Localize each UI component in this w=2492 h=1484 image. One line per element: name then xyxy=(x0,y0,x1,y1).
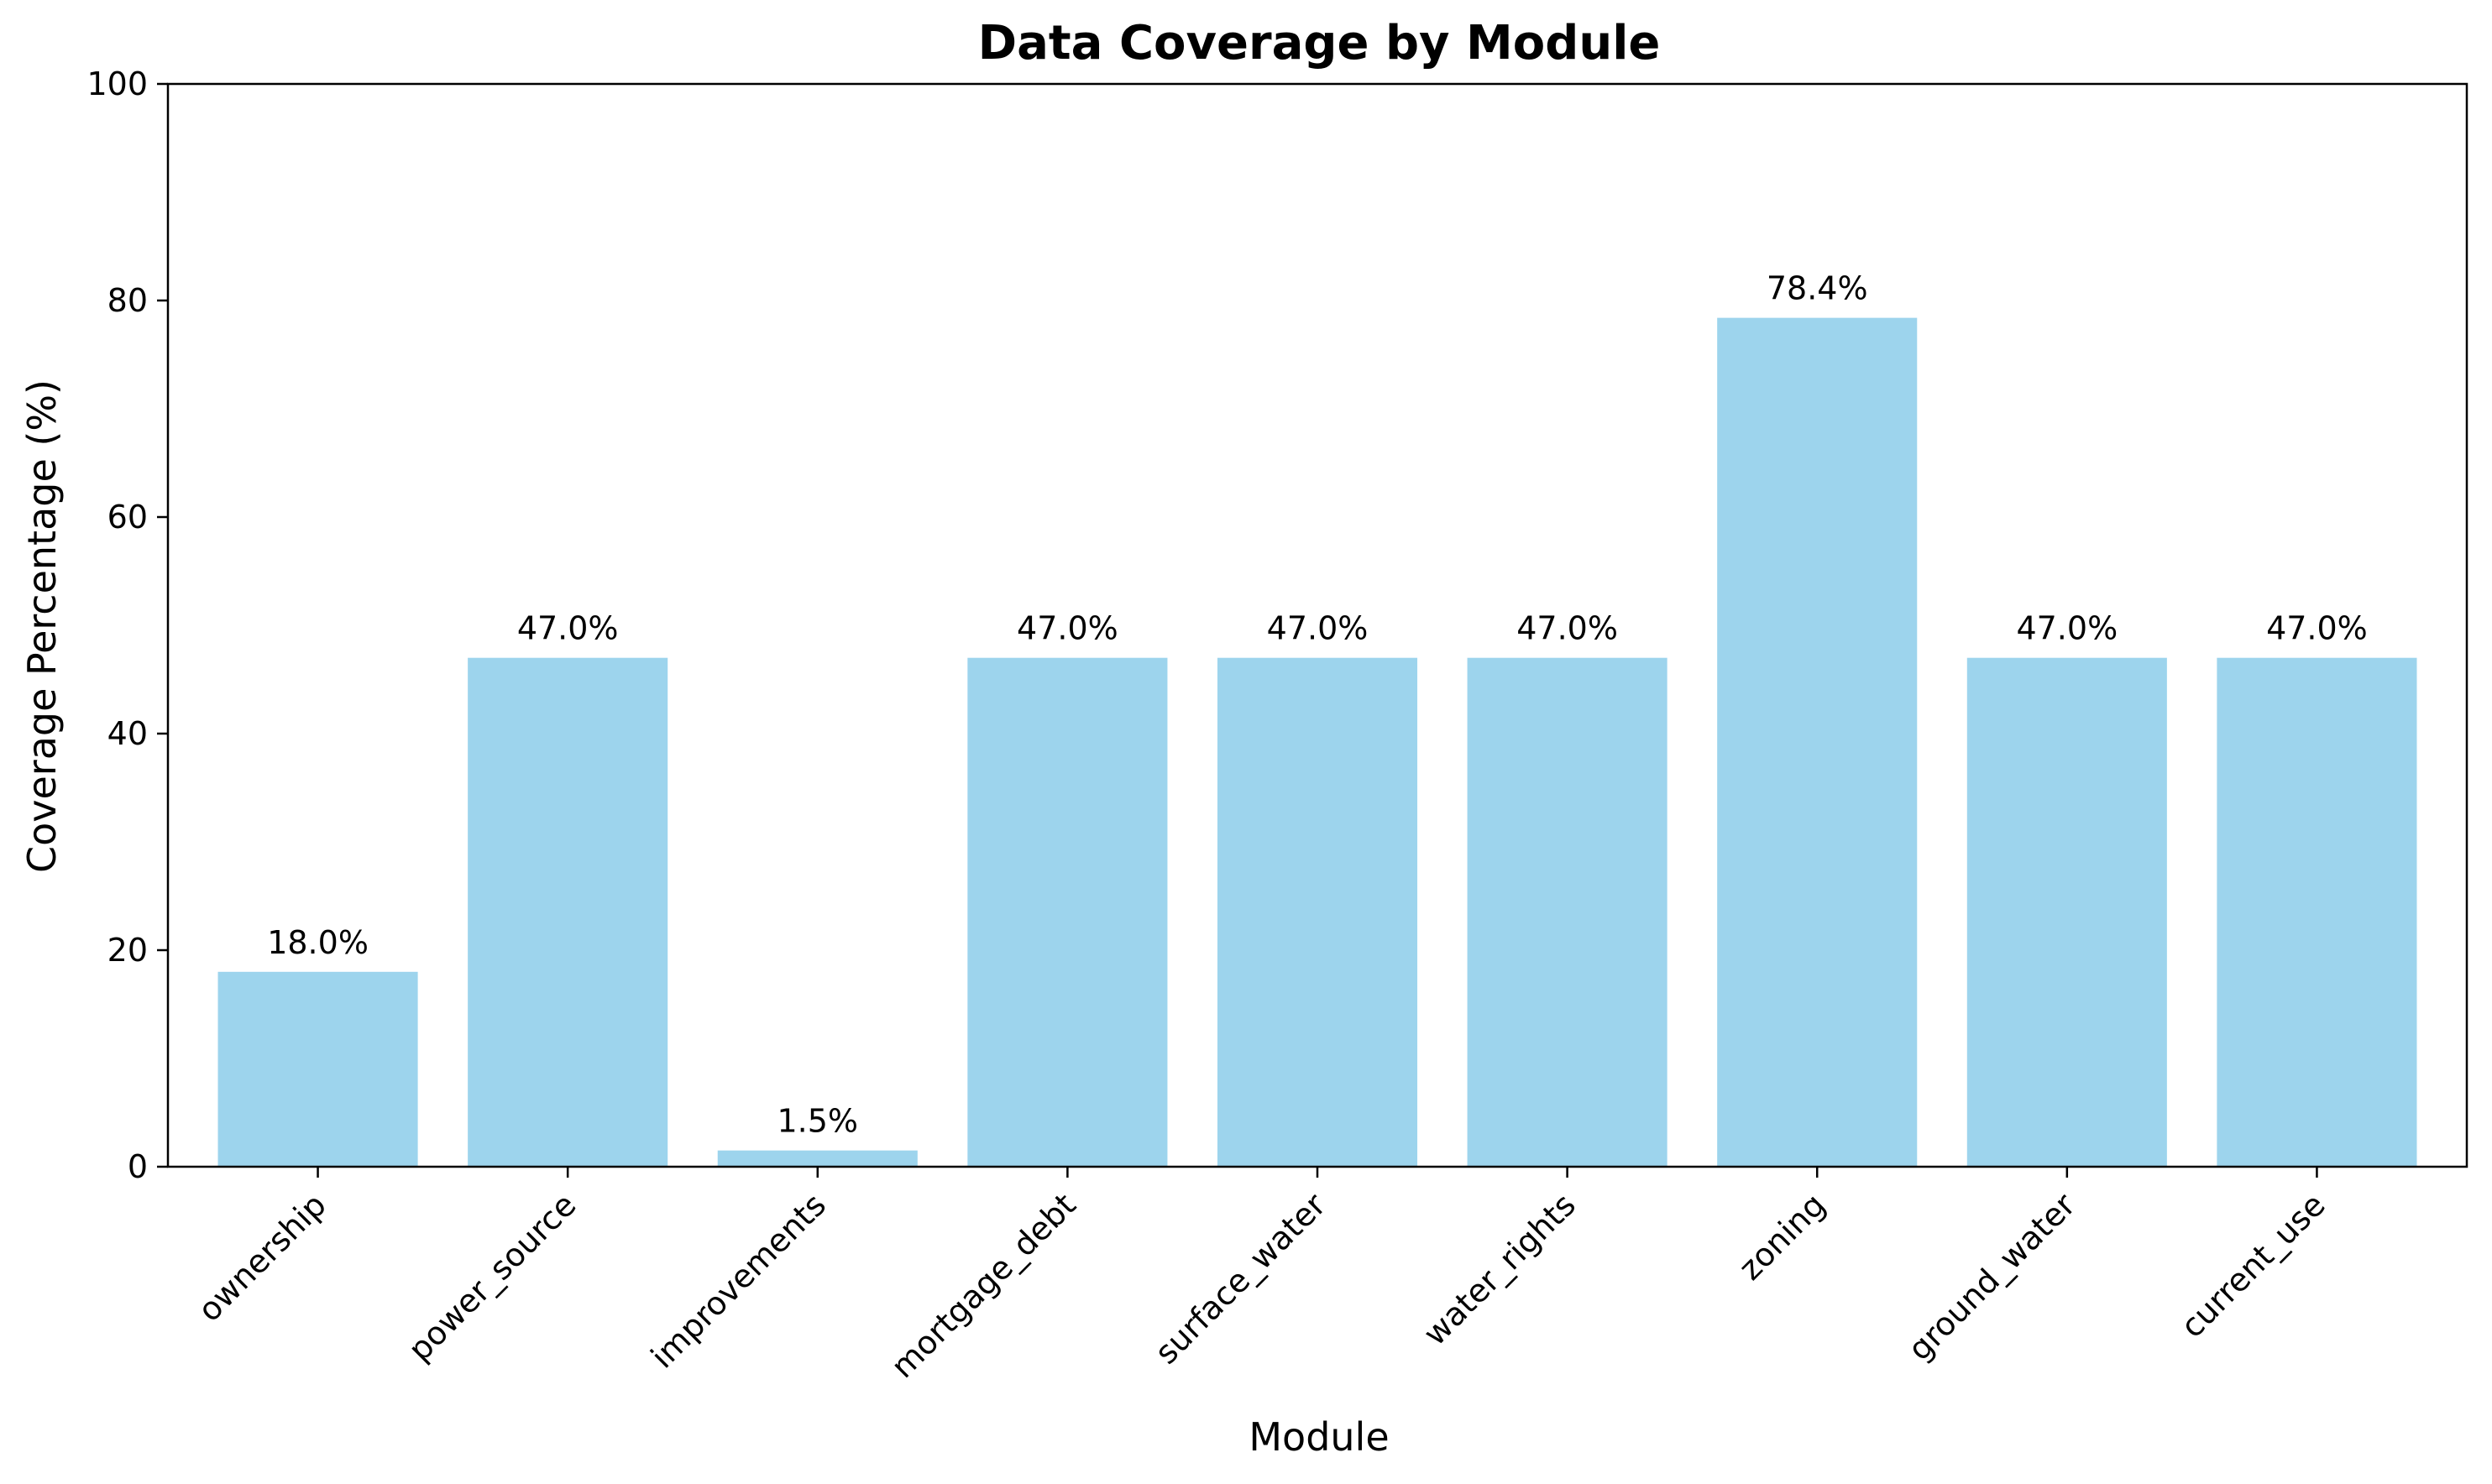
data-label-current_use: 47.0% xyxy=(2266,610,2368,647)
y-tick-label-100: 100 xyxy=(86,65,148,102)
bar-improvements xyxy=(717,1150,918,1167)
x-tick-label-water_rights: water_rights xyxy=(1416,1186,1583,1352)
x-tick-label-ground_water: ground_water xyxy=(1901,1186,2082,1367)
x-tick-label-ownership: ownership xyxy=(191,1186,333,1329)
y-tick-label-20: 20 xyxy=(107,932,148,969)
data-label-power_source: 47.0% xyxy=(517,610,619,647)
x-tick-label-zoning: zoning xyxy=(1731,1186,1832,1287)
y-tick-label-40: 40 xyxy=(107,715,148,752)
x-axis-label: Module xyxy=(1249,1414,1389,1460)
bar-ownership xyxy=(217,971,418,1167)
x-tick-label-power_source: power_source xyxy=(401,1186,584,1368)
data-label-improvements: 1.5% xyxy=(777,1103,859,1140)
bar-water_rights xyxy=(1467,657,1667,1167)
data-label-water_rights: 47.0% xyxy=(1516,610,1618,647)
bar-zoning xyxy=(1717,317,1918,1167)
y-tick-label-0: 0 xyxy=(128,1148,148,1185)
y-tick-label-80: 80 xyxy=(107,282,148,319)
bar-ground_water xyxy=(1966,657,2167,1167)
bar-mortgage_debt xyxy=(967,657,1168,1167)
x-tick-label-mortgage_debt: mortgage_debt xyxy=(884,1186,1083,1385)
bar-power_source xyxy=(468,657,668,1167)
y-tick-label-60: 60 xyxy=(107,499,148,536)
data-label-zoning: 78.4% xyxy=(1767,270,1868,307)
bar-current_use xyxy=(2217,657,2417,1167)
bar-surface_water xyxy=(1217,657,1418,1167)
data-label-surface_water: 47.0% xyxy=(1267,610,1369,647)
plot-area: 18.0% 47.0% 1.5% 47.0% 47.0% 47.0% 78.4% 47.0% 4… xyxy=(86,65,2468,1385)
data-label-ownership: 18.0% xyxy=(267,924,369,961)
x-tick-label-current_use: current_use xyxy=(2174,1186,2332,1345)
data-label-mortgage_debt: 47.0% xyxy=(1017,610,1118,647)
x-tick-label-improvements: improvements xyxy=(644,1186,833,1375)
y-axis-label: Coverage Percentage (%) xyxy=(19,379,65,873)
x-tick-label-surface_water: surface_water xyxy=(1148,1186,1333,1372)
chart-title: Data Coverage by Module xyxy=(978,16,1661,71)
data-label-ground_water: 47.0% xyxy=(2016,610,2118,647)
